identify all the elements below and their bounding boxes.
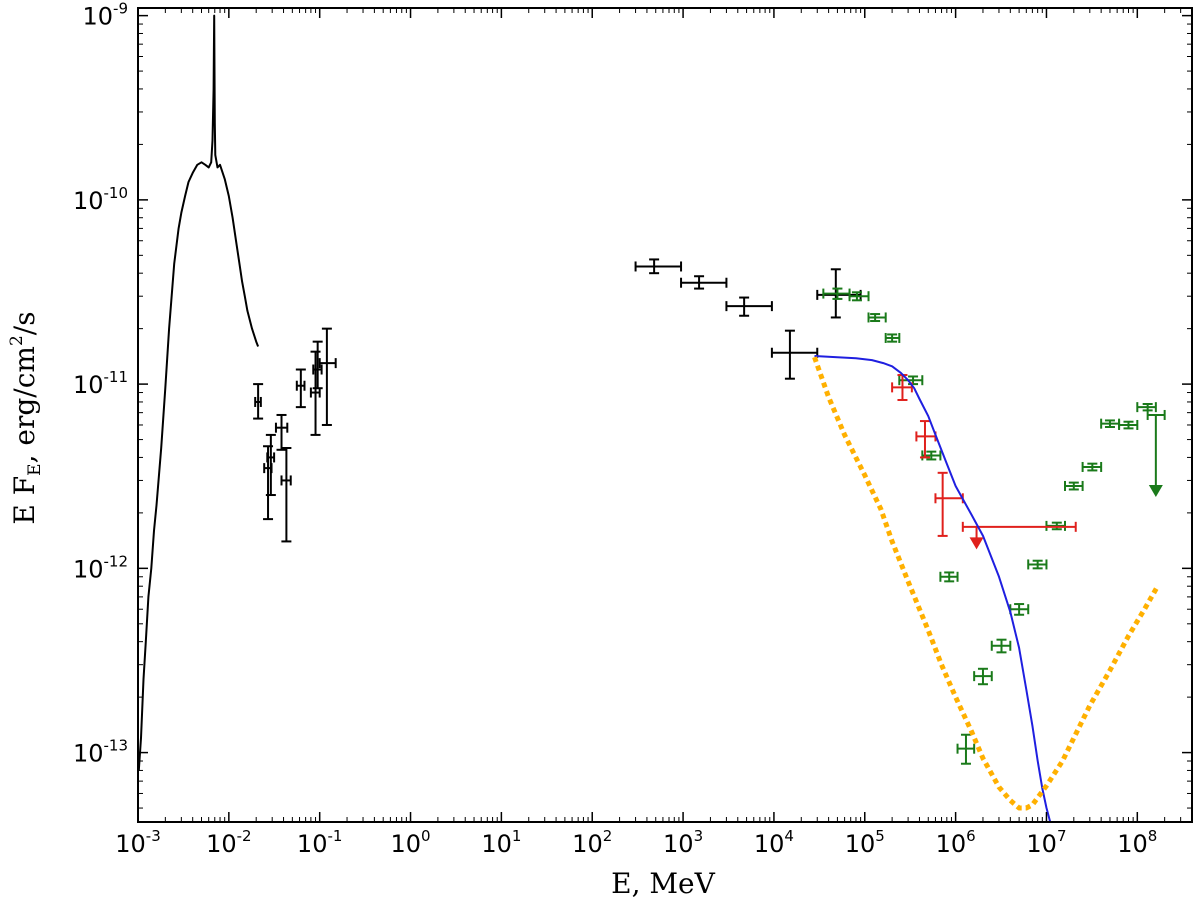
green-points-point-15 <box>1100 418 1121 429</box>
x-tick-label: 108 <box>1117 827 1157 858</box>
tick-exponent: 1 <box>512 827 522 845</box>
hard-xray-points-point-0 <box>253 383 264 420</box>
tick-exponent: 6 <box>966 827 976 845</box>
hard-xray-points-point-2 <box>265 433 276 497</box>
tick-base: 10 <box>115 830 146 858</box>
model-blue-path <box>814 355 1052 822</box>
series-layer <box>138 14 1166 822</box>
tick-exponent: -3 <box>146 827 161 845</box>
x-tick-label: 105 <box>845 827 885 858</box>
hard-xray-points-point-7 <box>312 340 323 390</box>
red-points-point-1 <box>915 420 937 459</box>
x-tick-label: 103 <box>663 827 703 858</box>
tick-exponent: 5 <box>875 827 885 845</box>
x-tick-label: 10-3 <box>115 827 161 858</box>
tick-exponent: 7 <box>1057 827 1067 845</box>
x-tick-label: 106 <box>936 827 976 858</box>
hard-xray-points-point-8 <box>318 327 337 426</box>
tick-base: 10 <box>73 187 104 215</box>
y-tick-label: 10-12 <box>73 552 128 583</box>
tick-base: 10 <box>572 830 603 858</box>
tick-exponent: 3 <box>694 827 704 845</box>
tick-base: 10 <box>73 555 104 583</box>
green-points-point-8 <box>973 667 993 686</box>
gev-points-point-0 <box>634 258 683 275</box>
sensitivity-orange-path <box>812 356 1161 811</box>
tick-exponent: -12 <box>104 552 129 570</box>
green-points-point-3 <box>884 332 901 343</box>
tick-exponent: -11 <box>104 368 129 386</box>
y-tick-label: 10-10 <box>73 184 128 215</box>
tick-base: 10 <box>845 830 876 858</box>
tick-exponent: -13 <box>104 737 129 755</box>
arrow-head <box>969 537 984 550</box>
green-points-point-14 <box>1081 461 1103 472</box>
green-points-point-7 <box>956 733 976 765</box>
x-tick-label: 101 <box>481 827 521 858</box>
gev-points-point-1 <box>680 275 728 290</box>
series-sensitivity-orange <box>812 356 1161 811</box>
series-hard-xray-points <box>253 327 337 543</box>
tick-base: 10 <box>936 830 967 858</box>
tick-base: 10 <box>663 830 694 858</box>
tick-base: 10 <box>297 830 328 858</box>
series-model-blue <box>814 355 1052 822</box>
x-axis-title: E, MeV <box>611 867 715 900</box>
tick-exponent: 4 <box>784 827 794 845</box>
green-points-point-1 <box>848 291 870 302</box>
tick-base: 10 <box>1026 830 1057 858</box>
tick-base: 10 <box>73 740 104 768</box>
tick-base: 10 <box>73 371 104 399</box>
y-tick-label: 10-13 <box>73 737 128 768</box>
tick-exponent: -9 <box>113 0 128 18</box>
series-red-upper-limit <box>961 521 1077 550</box>
green-points-point-6 <box>939 571 959 583</box>
series-xray-spectrum <box>138 14 260 771</box>
arrow-head <box>1148 485 1163 498</box>
y-axis-title: E FE, erg/cm2/s <box>7 311 45 524</box>
tick-base: 10 <box>390 830 421 858</box>
labels-layer: E, MeV E FE, erg/cm2/s <box>7 311 716 900</box>
series-green-upper-limit <box>1146 409 1166 498</box>
x-tick-label: 107 <box>1026 827 1066 858</box>
hard-xray-points-point-5 <box>295 368 306 409</box>
hard-xray-points-point-4 <box>280 446 292 543</box>
plot-area <box>138 8 1192 822</box>
green-upper-limit-point-0 <box>1146 409 1166 498</box>
tick-exponent: 2 <box>603 827 613 845</box>
x-tick-label: 102 <box>572 827 612 858</box>
x-tick-label: 10-1 <box>297 827 343 858</box>
x-tick-label: 104 <box>754 827 794 858</box>
tick-exponent: 0 <box>421 827 431 845</box>
red-upper-limit-point-0 <box>961 521 1077 550</box>
tick-exponent: -1 <box>327 827 342 845</box>
y-tick-label: 10-9 <box>82 0 128 31</box>
tick-exponent: 8 <box>1148 827 1158 845</box>
x-tick-label: 100 <box>390 827 430 858</box>
xray-spectrum-path <box>138 14 260 771</box>
green-points-point-13 <box>1064 480 1084 491</box>
tick-base: 10 <box>1117 830 1148 858</box>
tick-base: 10 <box>754 830 785 858</box>
green-points-point-9 <box>990 638 1012 654</box>
tick-base: 10 <box>82 3 113 31</box>
tick-exponent: -2 <box>237 827 252 845</box>
plot-frame <box>137 7 1193 823</box>
green-points-point-16 <box>1118 419 1139 430</box>
y-tick-label: 10-11 <box>73 368 128 399</box>
tick-base: 10 <box>206 830 237 858</box>
tick-exponent: -10 <box>104 184 129 202</box>
axes-layer: 10-3 10-2 10-1 100 101 102 103 104 105 106 107 1081… <box>73 0 1193 858</box>
gev-points-point-2 <box>725 296 773 317</box>
x-tick-label: 10-2 <box>206 827 252 858</box>
hard-xray-points-point-3 <box>274 413 289 451</box>
tick-base: 10 <box>481 830 512 858</box>
green-points-point-11 <box>1027 559 1048 570</box>
series-green-points <box>822 287 1157 765</box>
green-points-point-2 <box>867 312 887 323</box>
